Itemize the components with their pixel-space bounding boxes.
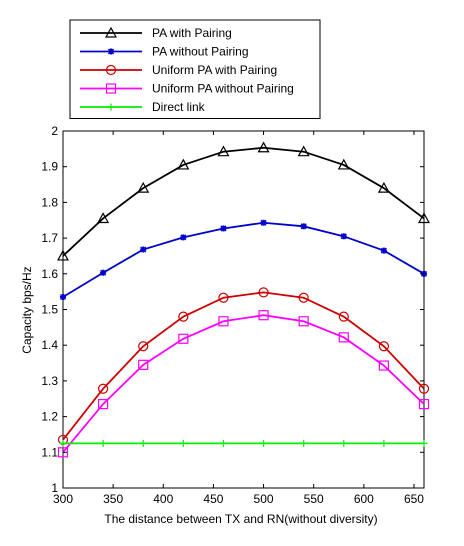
legend-label: Uniform PA with Pairing	[152, 63, 277, 77]
legend-label: PA with Pairing	[152, 26, 232, 40]
x-tick-label: 600	[354, 492, 374, 506]
data-point	[140, 246, 147, 253]
x-tick-label: 450	[203, 492, 223, 506]
data-point	[98, 399, 109, 410]
data-point	[417, 212, 431, 224]
legend-entry: Direct link	[80, 100, 206, 114]
x-axis-label: The distance between TX and RN(without d…	[104, 512, 377, 526]
data-point	[298, 292, 309, 303]
x-tick-label: 550	[304, 492, 324, 506]
y-tick-label: 1.6	[41, 267, 58, 281]
data-point	[340, 439, 348, 447]
data-point	[97, 212, 110, 224]
y-tick-label: 1.3	[41, 374, 58, 388]
data-point	[56, 249, 70, 261]
x-tick-label: 500	[254, 492, 274, 506]
data-point	[99, 439, 107, 447]
legend-entry: Uniform PA with Pairing	[80, 63, 277, 77]
data-point	[258, 287, 269, 298]
legend-marker	[105, 64, 117, 76]
data-point	[258, 310, 269, 321]
data-point	[337, 158, 350, 170]
y-tick-label: 1.5	[41, 303, 58, 317]
data-point	[297, 145, 310, 157]
data-point	[219, 439, 227, 447]
axis-ticks: 300 350 400 450 500 550 600 650 1 1.1 1.2 1.3 1.4 1.5…	[41, 124, 424, 506]
data-point	[177, 158, 190, 170]
data-point	[260, 219, 267, 226]
plot-frame	[62, 130, 425, 489]
data-point	[139, 439, 147, 447]
series-uniform-pa-with-pairing	[57, 287, 430, 445]
x-tick-label: 350	[103, 492, 123, 506]
legend-marker	[104, 26, 118, 38]
data-point	[377, 181, 390, 193]
data-point	[57, 447, 69, 458]
data-point	[378, 360, 389, 371]
y-tick-label: 1	[51, 481, 58, 495]
data-point	[340, 233, 347, 240]
legend-label: Direct link	[152, 100, 206, 114]
data-point	[137, 181, 150, 193]
series-line	[62, 314, 425, 453]
y-tick-label: 1.8	[41, 195, 58, 209]
data-point	[217, 145, 230, 157]
data-point	[220, 225, 227, 232]
data-point	[218, 316, 229, 327]
data-point	[338, 332, 349, 343]
data-point	[257, 141, 270, 153]
data-point	[378, 341, 389, 352]
data-point	[59, 439, 67, 447]
data-point	[178, 311, 189, 322]
series-direct-link	[59, 439, 428, 447]
legend-label: Uniform PA without Pairing	[152, 82, 294, 96]
x-tick-label: 300	[53, 492, 73, 506]
data-point	[180, 234, 187, 241]
data-point	[138, 359, 149, 370]
data-point	[98, 383, 109, 394]
y-tick-label: 1.7	[41, 231, 58, 245]
legend-entry: Uniform PA without Pairing	[80, 82, 294, 96]
data-point	[138, 341, 149, 352]
data-point	[380, 247, 387, 254]
legend-marker	[105, 83, 117, 94]
data-point	[418, 383, 430, 394]
legend-entry: PA with Pairing	[80, 26, 232, 40]
data-point	[260, 439, 268, 447]
series-line	[62, 146, 425, 257]
data-point	[300, 439, 308, 447]
x-tick-label: 400	[153, 492, 173, 506]
data-point	[178, 333, 189, 344]
data-point	[380, 439, 388, 447]
series-pa-with-pairing	[56, 141, 431, 261]
data-point	[179, 439, 187, 447]
data-point	[218, 292, 229, 303]
plot-area	[62, 130, 425, 489]
legend: PA with Pairing PA without Pairing Uniform…	[69, 19, 321, 119]
data-point	[418, 399, 430, 410]
y-tick-label: 1.2	[41, 410, 58, 424]
legend-label: PA without Pairing	[152, 45, 249, 59]
series-pa-without-pairing	[59, 219, 428, 301]
data-point	[59, 293, 67, 301]
y-axis-label: Capacity bps/Hz	[20, 266, 34, 353]
data-point	[420, 439, 428, 447]
series-lines	[56, 141, 431, 458]
series-line	[62, 291, 425, 441]
y-tick-label: 1.9	[41, 160, 58, 174]
data-point	[300, 223, 307, 230]
legend-marker	[107, 48, 115, 55]
data-point	[338, 311, 349, 322]
data-point	[298, 316, 309, 327]
y-tick-label: 2	[51, 124, 58, 138]
series-line	[62, 221, 425, 298]
y-tick-label: 1.4	[41, 338, 58, 352]
y-tick-label: 1.1	[41, 445, 58, 459]
legend-marker	[107, 103, 115, 111]
x-tick-label: 650	[404, 492, 424, 506]
series-uniform-pa-without-pairing	[57, 310, 430, 458]
legend-entry: PA without Pairing	[80, 45, 249, 59]
data-point	[100, 269, 107, 276]
